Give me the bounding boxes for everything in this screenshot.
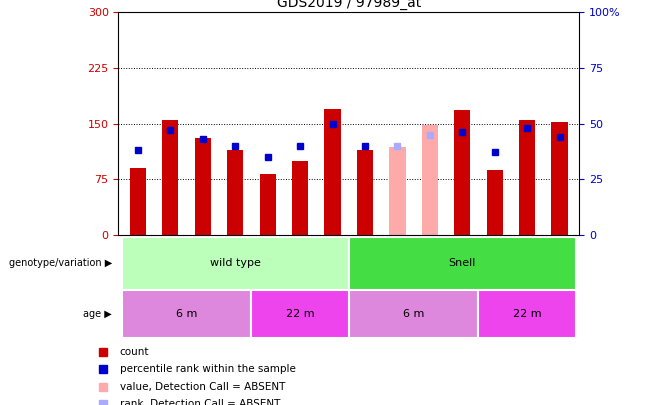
Text: 22 m: 22 m <box>286 309 315 319</box>
Bar <box>122 290 251 338</box>
Bar <box>519 120 535 235</box>
Bar <box>324 109 341 235</box>
Bar <box>130 168 146 235</box>
Bar <box>349 237 576 290</box>
Bar <box>422 125 438 235</box>
Bar <box>251 290 349 338</box>
Bar <box>227 149 243 235</box>
Text: percentile rank within the sample: percentile rank within the sample <box>120 364 295 374</box>
Text: count: count <box>120 347 149 357</box>
Text: wild type: wild type <box>210 258 261 268</box>
Bar <box>478 290 576 338</box>
Bar <box>163 120 178 235</box>
Bar <box>292 161 308 235</box>
Bar <box>551 122 568 235</box>
Title: GDS2019 / 97989_at: GDS2019 / 97989_at <box>276 0 421 10</box>
Bar <box>195 139 211 235</box>
Bar <box>454 110 470 235</box>
Text: rank, Detection Call = ABSENT: rank, Detection Call = ABSENT <box>120 399 280 405</box>
Bar <box>349 290 478 338</box>
Text: genotype/variation ▶: genotype/variation ▶ <box>9 258 112 268</box>
Bar <box>487 170 503 235</box>
Bar <box>122 237 349 290</box>
Text: Snell: Snell <box>449 258 476 268</box>
Bar <box>259 174 276 235</box>
Text: age ▶: age ▶ <box>83 309 112 319</box>
Bar <box>390 147 405 235</box>
Text: 6 m: 6 m <box>176 309 197 319</box>
Bar <box>357 149 373 235</box>
Text: 6 m: 6 m <box>403 309 424 319</box>
Text: 22 m: 22 m <box>513 309 542 319</box>
Text: value, Detection Call = ABSENT: value, Detection Call = ABSENT <box>120 382 285 392</box>
